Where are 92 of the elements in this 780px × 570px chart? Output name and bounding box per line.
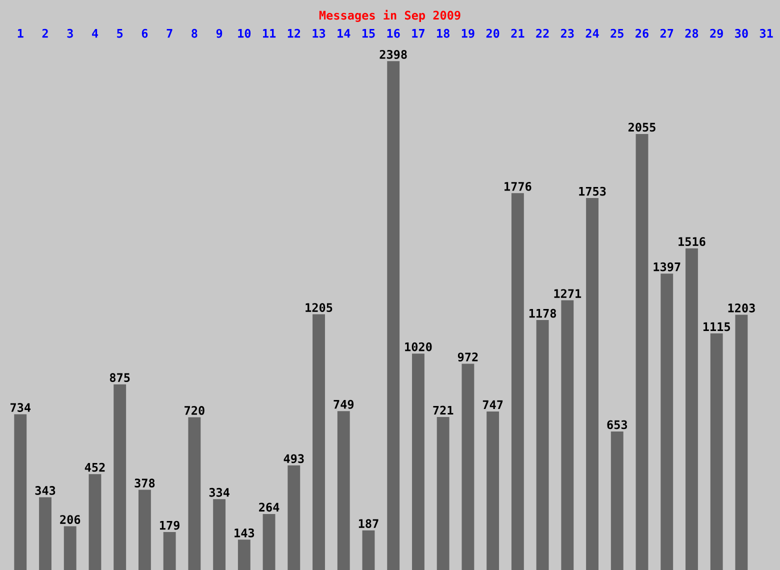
- x-tick-label: 12: [288, 28, 300, 38]
- bar: [686, 248, 698, 570]
- data-label: 972: [458, 352, 478, 362]
- data-label: 343: [35, 486, 56, 495]
- x-tick-label: 31: [760, 28, 773, 38]
- bar: [213, 499, 226, 570]
- data-label: 2055: [628, 122, 656, 132]
- bar: [660, 274, 674, 570]
- bar: [710, 333, 723, 570]
- bar: [288, 465, 300, 570]
- x-tick-label: 27: [660, 28, 674, 38]
- data-label: 1115: [703, 322, 730, 332]
- x-tick-label: 16: [387, 28, 400, 38]
- bar: [188, 417, 201, 570]
- x-tick-label: 30: [735, 28, 748, 38]
- x-tick-label: 5: [117, 29, 123, 38]
- bar: [436, 417, 450, 570]
- bar: [412, 354, 424, 570]
- data-label: 1397: [654, 262, 680, 272]
- bar: [138, 490, 151, 570]
- x-tick-label: 3: [67, 28, 73, 38]
- data-label: 1753: [579, 186, 606, 196]
- data-label: 1020: [405, 342, 432, 352]
- bar: [462, 364, 474, 570]
- bar: [312, 314, 325, 570]
- bar: [610, 431, 624, 570]
- bar: [387, 61, 400, 570]
- data-label: 1516: [678, 237, 706, 246]
- data-label: 749: [334, 400, 354, 409]
- data-label: 721: [433, 406, 454, 415]
- bar: [64, 526, 76, 570]
- bar: [163, 532, 176, 570]
- bar: [735, 314, 748, 570]
- data-label: 2398: [380, 50, 407, 59]
- x-tick-label: 20: [486, 28, 500, 38]
- data-label: 143: [234, 528, 254, 538]
- bar: [88, 474, 102, 570]
- x-tick-label: 29: [710, 28, 723, 38]
- data-label: 747: [482, 400, 503, 410]
- x-tick-label: 14: [338, 29, 350, 38]
- bar: [536, 320, 549, 570]
- data-label: 334: [209, 488, 230, 497]
- data-label: 452: [84, 462, 105, 472]
- data-label: 1271: [554, 289, 582, 298]
- x-tick-label: 22: [536, 28, 549, 38]
- bar: [511, 193, 524, 570]
- bar: [362, 530, 375, 570]
- data-label: 493: [284, 454, 304, 464]
- bar: [114, 384, 126, 570]
- x-tick-label: 19: [462, 28, 474, 38]
- x-tick-label: 6: [142, 28, 148, 38]
- x-tick-label: 18: [437, 28, 450, 38]
- x-tick-label: 15: [362, 29, 375, 38]
- x-tick-label: 23: [560, 28, 574, 38]
- x-tick-label: 21: [511, 28, 524, 38]
- data-label: 1178: [529, 308, 556, 318]
- data-label: 653: [607, 420, 628, 430]
- x-tick-label: 2: [42, 28, 48, 38]
- bar: [262, 514, 276, 570]
- bar: [486, 411, 500, 570]
- x-tick-label: 13: [312, 28, 326, 38]
- x-tick-label: 11: [263, 29, 276, 38]
- data-label: 187: [358, 519, 378, 528]
- data-label: 720: [184, 406, 204, 415]
- data-label: 1776: [504, 182, 532, 191]
- bar: [586, 198, 598, 570]
- x-tick-label: 8: [192, 28, 198, 38]
- x-tick-label: 28: [685, 28, 698, 38]
- data-label: 734: [10, 403, 31, 412]
- bar: [14, 414, 27, 570]
- data-label: 206: [60, 515, 80, 524]
- x-tick-label: 1: [18, 29, 24, 38]
- data-label: 378: [134, 478, 155, 488]
- x-tick-label: 9: [216, 28, 222, 38]
- x-tick-label: 24: [586, 28, 599, 38]
- data-label: 1205: [306, 303, 332, 312]
- chart-title: Messages in Sep 2009: [319, 10, 460, 22]
- bar: [636, 134, 648, 570]
- x-tick-label: 10: [238, 28, 251, 38]
- x-tick-label: 26: [636, 28, 648, 38]
- x-tick-label: 7: [166, 29, 172, 38]
- x-tick-label: 17: [412, 29, 424, 38]
- x-tick-label: 25: [610, 28, 624, 38]
- x-tick-label: 4: [92, 29, 98, 38]
- bar: [337, 411, 350, 570]
- bar: [238, 540, 250, 570]
- data-label: 1203: [728, 304, 755, 312]
- bar: [561, 300, 574, 570]
- bar: [39, 497, 52, 570]
- data-label: 264: [259, 502, 280, 512]
- data-label: 179: [160, 520, 180, 530]
- data-label: 875: [110, 373, 130, 382]
